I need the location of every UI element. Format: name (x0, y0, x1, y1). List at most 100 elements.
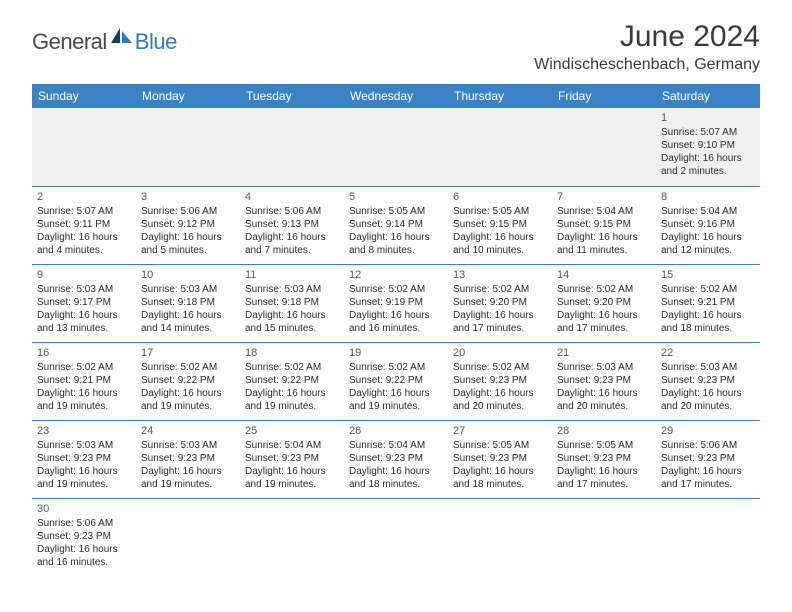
day-info-line: Daylight: 16 hours (349, 231, 443, 244)
day-info-line: Sunset: 9:14 PM (349, 218, 443, 231)
day-info-line: and 11 minutes. (557, 244, 651, 257)
day-info-line: Daylight: 16 hours (453, 231, 547, 244)
day-info-line: Sunrise: 5:05 AM (557, 439, 651, 452)
calendar-day-cell: 15Sunrise: 5:02 AMSunset: 9:21 PMDayligh… (656, 264, 760, 342)
day-number: 5 (349, 190, 443, 204)
location-label: Windischeschenbach, Germany (534, 56, 760, 74)
page: General Blue June 2024 Windischeschenbac… (0, 0, 792, 596)
day-info-line: Sunrise: 5:07 AM (661, 126, 755, 139)
day-info-line: Daylight: 16 hours (453, 309, 547, 322)
day-info-line: Daylight: 16 hours (661, 152, 755, 165)
day-info-line: and 20 minutes. (661, 400, 755, 413)
day-info-line: Daylight: 16 hours (453, 465, 547, 478)
day-number: 17 (141, 346, 235, 360)
calendar-week-row: 30Sunrise: 5:06 AMSunset: 9:23 PMDayligh… (32, 498, 760, 576)
day-info-line: and 13 minutes. (37, 322, 131, 335)
day-number: 8 (661, 190, 755, 204)
day-info-line: Sunset: 9:17 PM (37, 296, 131, 309)
day-info-line: Sunset: 9:23 PM (141, 452, 235, 465)
calendar-day-cell: 6Sunrise: 5:05 AMSunset: 9:15 PMDaylight… (448, 186, 552, 264)
calendar-day-cell: 19Sunrise: 5:02 AMSunset: 9:22 PMDayligh… (344, 342, 448, 420)
day-info-line: Sunrise: 5:02 AM (349, 361, 443, 374)
calendar-day-cell: 14Sunrise: 5:02 AMSunset: 9:20 PMDayligh… (552, 264, 656, 342)
calendar-day-cell: 17Sunrise: 5:02 AMSunset: 9:22 PMDayligh… (136, 342, 240, 420)
day-number: 24 (141, 424, 235, 438)
day-number: 23 (37, 424, 131, 438)
day-info-line: and 2 minutes. (661, 165, 755, 178)
day-number: 12 (349, 268, 443, 282)
day-info-line: and 19 minutes. (37, 400, 131, 413)
day-info-line: Sunset: 9:16 PM (661, 218, 755, 231)
day-info-line: Sunset: 9:23 PM (661, 452, 755, 465)
day-info-line: Daylight: 16 hours (661, 465, 755, 478)
day-info-line: Sunset: 9:23 PM (557, 374, 651, 387)
day-info-line: and 20 minutes. (453, 400, 547, 413)
weekday-header: Saturday (656, 84, 760, 108)
header: General Blue June 2024 Windischeschenbac… (32, 20, 760, 74)
calendar-day-cell: 3Sunrise: 5:06 AMSunset: 9:12 PMDaylight… (136, 186, 240, 264)
day-info-line: Sunset: 9:12 PM (141, 218, 235, 231)
day-info-line: Daylight: 16 hours (661, 231, 755, 244)
day-info-line: Sunset: 9:10 PM (661, 139, 755, 152)
day-number: 26 (349, 424, 443, 438)
day-info-line: Sunrise: 5:04 AM (557, 205, 651, 218)
calendar-day-cell (552, 108, 656, 186)
day-info-line: Sunset: 9:18 PM (141, 296, 235, 309)
day-info-line: Daylight: 16 hours (557, 309, 651, 322)
calendar-day-cell: 13Sunrise: 5:02 AMSunset: 9:20 PMDayligh… (448, 264, 552, 342)
day-info-line: and 18 minutes. (453, 478, 547, 491)
day-info-line: and 18 minutes. (661, 322, 755, 335)
calendar-day-cell: 16Sunrise: 5:02 AMSunset: 9:21 PMDayligh… (32, 342, 136, 420)
calendar-day-cell (448, 498, 552, 576)
day-info-line: Sunset: 9:23 PM (557, 452, 651, 465)
calendar-day-cell (240, 108, 344, 186)
day-number: 22 (661, 346, 755, 360)
day-info-line: Daylight: 16 hours (37, 309, 131, 322)
sail-icon (111, 26, 133, 49)
day-info-line: and 8 minutes. (349, 244, 443, 257)
day-info-line: Daylight: 16 hours (37, 543, 131, 556)
day-info-line: Sunrise: 5:02 AM (141, 361, 235, 374)
day-number: 14 (557, 268, 651, 282)
day-info-line: Sunrise: 5:03 AM (141, 439, 235, 452)
calendar-day-cell: 12Sunrise: 5:02 AMSunset: 9:19 PMDayligh… (344, 264, 448, 342)
day-info-line: Sunrise: 5:07 AM (37, 205, 131, 218)
calendar-week-row: 23Sunrise: 5:03 AMSunset: 9:23 PMDayligh… (32, 420, 760, 498)
day-info-line: and 16 minutes. (349, 322, 443, 335)
day-info-line: Sunset: 9:20 PM (557, 296, 651, 309)
day-info-line: Sunrise: 5:06 AM (141, 205, 235, 218)
calendar-day-cell: 11Sunrise: 5:03 AMSunset: 9:18 PMDayligh… (240, 264, 344, 342)
calendar-table: Sunday Monday Tuesday Wednesday Thursday… (32, 84, 760, 576)
day-info-line: Sunset: 9:21 PM (37, 374, 131, 387)
day-info-line: and 10 minutes. (453, 244, 547, 257)
day-number: 16 (37, 346, 131, 360)
calendar-day-cell: 23Sunrise: 5:03 AMSunset: 9:23 PMDayligh… (32, 420, 136, 498)
day-info-line: and 14 minutes. (141, 322, 235, 335)
weekday-header: Wednesday (344, 84, 448, 108)
day-info-line: and 5 minutes. (141, 244, 235, 257)
day-info-line: Sunset: 9:22 PM (245, 374, 339, 387)
day-info-line: Daylight: 16 hours (349, 465, 443, 478)
day-info-line: and 17 minutes. (557, 478, 651, 491)
calendar-day-cell: 18Sunrise: 5:02 AMSunset: 9:22 PMDayligh… (240, 342, 344, 420)
day-info-line: and 19 minutes. (349, 400, 443, 413)
day-info-line: Sunset: 9:23 PM (661, 374, 755, 387)
day-info-line: Daylight: 16 hours (661, 309, 755, 322)
day-number: 20 (453, 346, 547, 360)
day-info-line: Sunset: 9:23 PM (37, 530, 131, 543)
calendar-day-cell (344, 498, 448, 576)
weekday-header: Monday (136, 84, 240, 108)
day-info-line: Sunset: 9:23 PM (453, 374, 547, 387)
weekday-header: Thursday (448, 84, 552, 108)
calendar-week-row: 9Sunrise: 5:03 AMSunset: 9:17 PMDaylight… (32, 264, 760, 342)
calendar-day-cell: 8Sunrise: 5:04 AMSunset: 9:16 PMDaylight… (656, 186, 760, 264)
day-info-line: Sunset: 9:23 PM (453, 452, 547, 465)
calendar-day-cell (136, 498, 240, 576)
day-info-line: Sunrise: 5:06 AM (661, 439, 755, 452)
day-info-line: Daylight: 16 hours (349, 387, 443, 400)
calendar-day-cell: 27Sunrise: 5:05 AMSunset: 9:23 PMDayligh… (448, 420, 552, 498)
day-info-line: Daylight: 16 hours (141, 387, 235, 400)
day-info-line: Sunset: 9:18 PM (245, 296, 339, 309)
calendar-week-row: 16 Sunrise: 5:02 AM Sunset: 9:21 PM Dayligh… (32, 342, 760, 420)
day-number: 25 (245, 424, 339, 438)
